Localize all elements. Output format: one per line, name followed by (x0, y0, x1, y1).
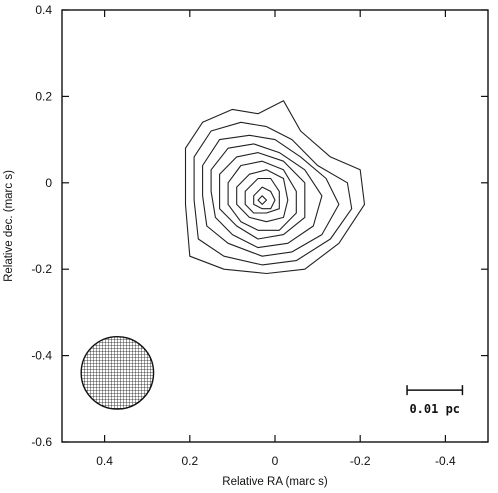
contour-level (244, 177, 280, 214)
contour-level (227, 160, 297, 231)
x-tick-labels: 0.4 0.2 0 -0.2 -0.4 (96, 454, 456, 468)
beam-ellipse (80, 335, 155, 410)
y-tick-label: 0 (45, 176, 52, 190)
y-axis-label: Relative dec. (marc s) (3, 170, 15, 282)
y-tick-label: -0.6 (31, 435, 52, 449)
contour-level (236, 169, 289, 223)
y-tick-labels: 0.4 0.2 0 -0.2 -0.4 -0.6 (31, 3, 52, 449)
x-tick-label: 0.4 (96, 454, 113, 468)
contour-level (257, 195, 268, 205)
contour-level (193, 121, 353, 266)
scale-bar-label: 0.01 pc (409, 402, 460, 416)
contour-level (210, 143, 323, 249)
contour-level (202, 134, 340, 257)
x-axis-label: Relative RA (marc s) (222, 476, 328, 488)
y-tick-label: 0.4 (35, 3, 52, 17)
contour-levels (184, 100, 366, 275)
y-tick-label: 0.2 (35, 89, 52, 103)
contour-level (184, 100, 366, 275)
contour-level (253, 186, 276, 210)
x-tick-label: 0.2 (181, 454, 198, 468)
x-tick-label: -0.4 (435, 454, 456, 468)
scale-bar: 0.01 pc (406, 385, 464, 416)
x-tick-label: -0.2 (350, 454, 371, 468)
y-tick-label: -0.2 (31, 262, 52, 276)
contour-level (219, 152, 306, 240)
x-tick-label: 0 (272, 454, 279, 468)
axis-ticks (62, 9, 488, 443)
y-tick-label: -0.4 (31, 349, 52, 363)
